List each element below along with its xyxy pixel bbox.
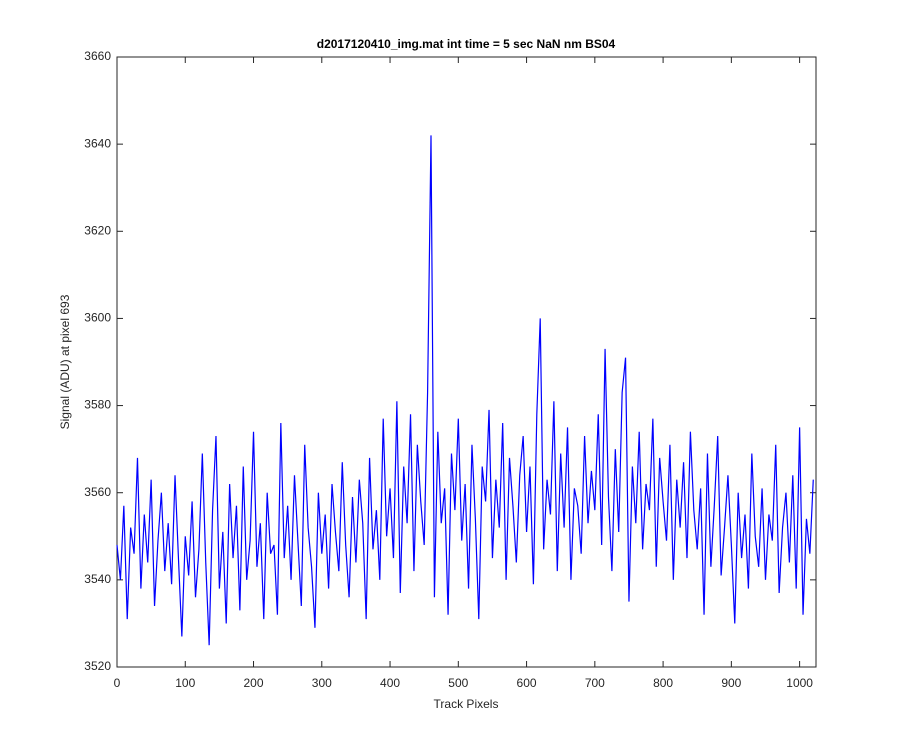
y-tick-label: 3560: [84, 485, 111, 499]
x-tick-label: 300: [312, 676, 332, 690]
x-tick-label: 600: [517, 676, 537, 690]
y-tick-label: 3540: [84, 572, 111, 586]
y-tick-label: 3520: [84, 659, 111, 673]
y-tick-label: 3600: [84, 311, 111, 325]
chart-title: d2017120410_img.mat int time = 5 sec NaN…: [317, 37, 616, 51]
y-axis-label: Signal (ADU) at pixel 693: [58, 294, 72, 429]
x-tick-label: 400: [380, 676, 400, 690]
x-tick-label: 200: [244, 676, 264, 690]
axes-box: [116, 56, 817, 668]
x-tick-label: 100: [175, 676, 195, 690]
x-axis-label: Track Pixels: [434, 697, 499, 711]
data-line: [116, 135, 814, 646]
x-tick-label: 500: [448, 676, 468, 690]
y-tick-label: 3580: [84, 398, 111, 412]
y-tick-label: 3660: [84, 49, 111, 63]
x-tick-label: 1000: [786, 676, 813, 690]
x-tick-label: 700: [585, 676, 605, 690]
x-tick-label: 0: [114, 676, 121, 690]
y-tick-label: 3640: [84, 136, 111, 150]
x-tick-label: 900: [721, 676, 741, 690]
x-tick-label: 800: [653, 676, 673, 690]
y-tick-label: 3620: [84, 223, 111, 237]
